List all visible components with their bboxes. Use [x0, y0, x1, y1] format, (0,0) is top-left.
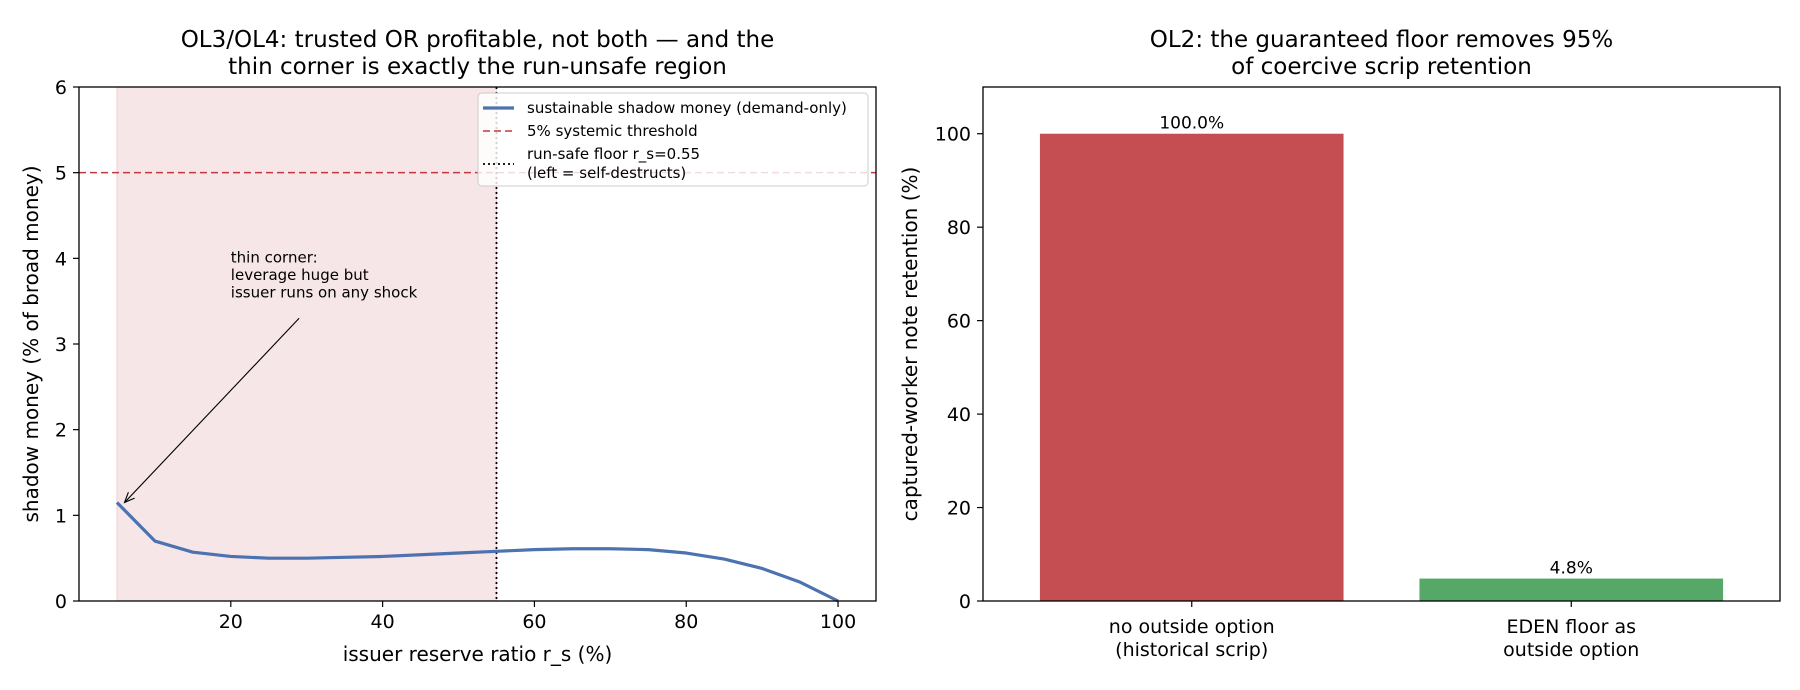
x-tick-label: EDEN floor as outside option	[1503, 616, 1639, 661]
x-tick-label: 100	[820, 611, 856, 633]
x-tick-label: no outside option (historical scrip)	[1109, 616, 1275, 661]
y-tick-label: 20	[947, 498, 971, 520]
x-tick-label: 20	[219, 611, 243, 633]
y-tick-label: 3	[55, 334, 67, 356]
y-axis-label: captured-worker note retention (%)	[898, 167, 922, 522]
bar	[1419, 578, 1724, 601]
bar-chart-panel: 100.0% 4.8% no outside option (historical …	[898, 27, 1781, 661]
x-tick-label: 80	[674, 611, 698, 633]
text-line: run-safe floor r_s=0.55	[527, 145, 700, 164]
legend: sustainable shadow money (demand-only) 5%…	[477, 92, 869, 187]
legend-label: 5% systemic threshold	[527, 122, 698, 140]
y-tick-label: 0	[55, 591, 67, 613]
x-tick-label: 40	[371, 611, 395, 633]
text-line: thin corner:	[231, 249, 318, 267]
x-axis-label: issuer reserve ratio r_s (%)	[343, 642, 613, 666]
text-line: of coercive scrip retention	[1231, 54, 1532, 80]
text-line: no outside option	[1109, 616, 1275, 638]
text-line: (historical scrip)	[1115, 639, 1268, 661]
y-tick-label: 4	[55, 248, 67, 270]
annotation-text: thin corner: leverage huge but issuer runs…	[231, 249, 418, 302]
plot-area-frame	[982, 86, 1781, 602]
text-line: EDEN floor as	[1507, 616, 1637, 638]
x-tick-label: 60	[522, 611, 546, 633]
y-axis-label: shadow money (% of broad money)	[19, 165, 43, 522]
text-line: thin corner is exactly the run-unsafe re…	[228, 54, 727, 80]
line-chart-panel: thin corner: leverage huge but issuer runs…	[19, 27, 877, 666]
series-line	[115, 501, 839, 603]
text-line: leverage huge but	[231, 266, 369, 284]
text-line: issuer runs on any shock	[231, 284, 418, 302]
annotation-arrow	[124, 317, 300, 503]
bar	[1039, 133, 1344, 601]
y-tick-label: 0	[959, 591, 971, 613]
arrow-head-icon	[123, 491, 135, 504]
y-tick-label: 6	[55, 77, 67, 99]
y-tick-label: 5	[55, 163, 67, 185]
bar-value-label: 4.8%	[1550, 559, 1593, 579]
y-tick-label: 60	[947, 311, 971, 333]
y-tick-label: 1	[55, 505, 67, 527]
chart-title: OL3/OL4: trusted OR profitable, not both…	[181, 27, 775, 80]
y-tick-label: 40	[947, 404, 971, 426]
bar-value-label: 100.0%	[1159, 114, 1224, 134]
legend-label: run-safe floor r_s=0.55 (left = self-dest…	[527, 145, 700, 182]
run-unsafe-region	[116, 86, 497, 602]
y-tick-label: 80	[947, 217, 971, 239]
y-tick-label: 2	[55, 420, 67, 442]
y-tick-label: 100	[935, 124, 971, 146]
text-line: outside option	[1503, 639, 1639, 661]
legend-box	[477, 92, 869, 187]
chart-title: OL2: the guaranteed floor removes 95% of …	[1150, 27, 1613, 80]
text-line: OL2: the guaranteed floor removes 95%	[1150, 27, 1613, 53]
text-line: OL3/OL4: trusted OR profitable, not both…	[181, 27, 775, 53]
legend-label: sustainable shadow money (demand-only)	[527, 99, 847, 117]
text-line: (left = self-destructs)	[527, 164, 686, 182]
